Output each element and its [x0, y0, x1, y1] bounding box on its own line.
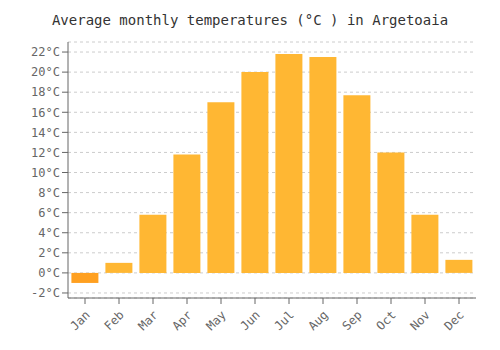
- svg-text:Aug: Aug: [306, 308, 331, 333]
- svg-text:8°C: 8°C: [38, 186, 60, 200]
- svg-text:Feb: Feb: [102, 308, 127, 333]
- svg-text:Jan: Jan: [68, 308, 93, 333]
- svg-text:14°C: 14°C: [31, 126, 60, 140]
- svg-text:Nov: Nov: [408, 308, 433, 333]
- svg-text:Mar: Mar: [136, 308, 161, 333]
- svg-text:2°C: 2°C: [38, 246, 60, 260]
- svg-text:18°C: 18°C: [31, 85, 60, 99]
- svg-text:Apr: Apr: [170, 308, 195, 333]
- svg-text:Dec: Dec: [442, 308, 467, 333]
- svg-text:16°C: 16°C: [31, 106, 60, 120]
- svg-text:6°C: 6°C: [38, 206, 60, 220]
- svg-text:4°C: 4°C: [38, 226, 60, 240]
- svg-text:22°C: 22°C: [31, 45, 60, 59]
- svg-text:-2°C: -2°C: [31, 286, 60, 300]
- svg-text:0°C: 0°C: [38, 266, 60, 280]
- svg-text:12°C: 12°C: [31, 146, 60, 160]
- svg-text:10°C: 10°C: [31, 166, 60, 180]
- svg-text:Jun: Jun: [238, 308, 263, 333]
- svg-text:May: May: [204, 308, 229, 333]
- svg-text:20°C: 20°C: [31, 65, 60, 79]
- svg-text:Oct: Oct: [374, 308, 399, 333]
- html-text:Average monthly temperatures (: Average monthly temperatures (°C ) in Ar…: [51, 12, 449, 28]
- svg-text:Jul: Jul: [272, 308, 297, 333]
- svg-text:Sep: Sep: [340, 308, 365, 333]
